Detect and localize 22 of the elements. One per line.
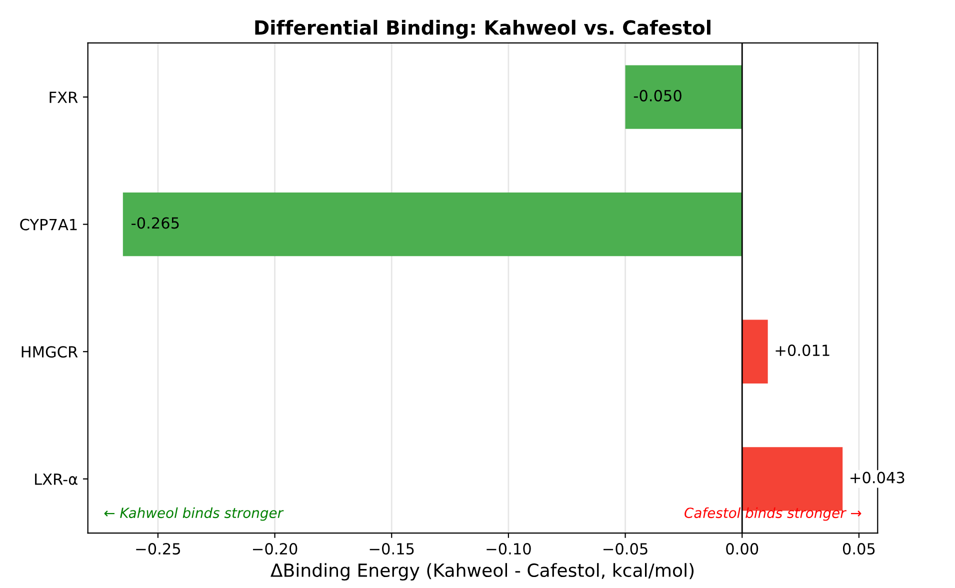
y-tick-label: CYP7A1	[20, 218, 77, 230]
annotation: Cafestol binds stronger →	[684, 507, 862, 521]
data-label: +0.043	[850, 472, 904, 484]
x-tick-label: 0.05	[842, 543, 875, 555]
y-tick-label: HMGCR	[22, 346, 78, 358]
y-tick-label: FXR	[50, 92, 78, 103]
x-tick-label: −0.15	[370, 543, 414, 555]
bar	[122, 192, 742, 256]
data-label: -0.050	[634, 90, 682, 102]
x-tick-label: −0.05	[603, 543, 648, 555]
x-axis-title: ΔBinding Energy (Kahweol - Cafestol, kcal/mol)	[270, 563, 694, 581]
chart-title: Differential Binding: Kahweol vs. Cafestol	[255, 20, 710, 39]
x-tick-label: −0.20	[253, 543, 298, 555]
bar	[625, 65, 742, 129]
y-tick-label: LXR-α	[35, 474, 78, 485]
x-tick-label: 0.00	[726, 543, 758, 555]
data-label: +0.011	[776, 344, 830, 356]
x-tick-label: −0.10	[486, 543, 531, 555]
bar	[742, 320, 768, 384]
x-tick-label: −0.25	[136, 543, 180, 555]
annotation: ← Kahweol binds stronger	[104, 507, 284, 521]
data-label: -0.265	[132, 217, 179, 229]
